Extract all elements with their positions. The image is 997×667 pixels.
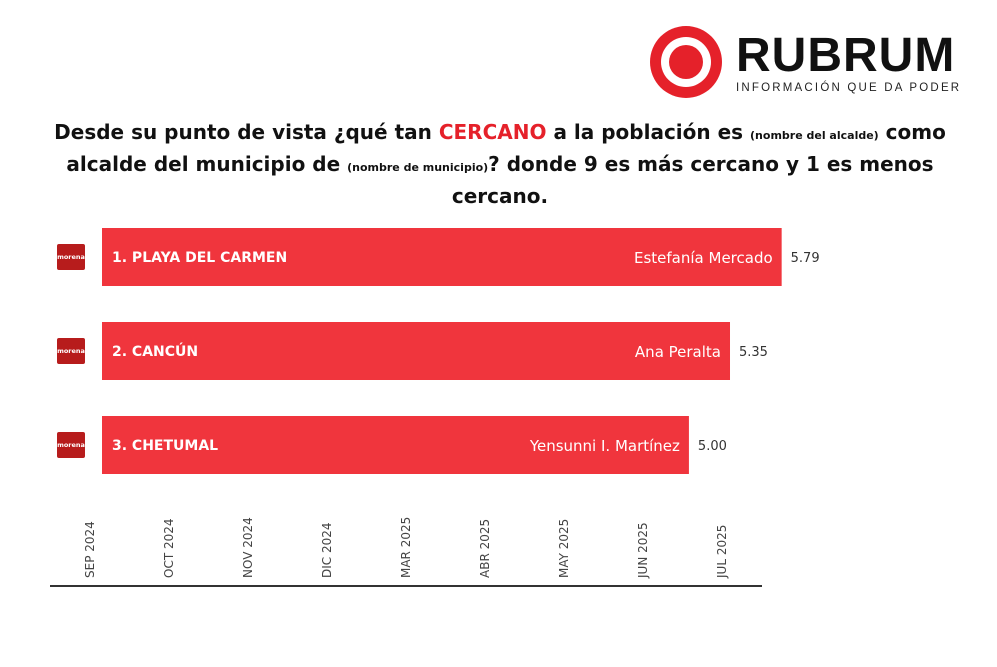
data-label: 5.00 [698,439,727,454]
x-tick-label: ABR 2025 [478,519,492,578]
party-badge-label: morena [57,347,85,355]
bar [102,416,689,474]
bar-name-label: Ana Peralta [635,343,721,361]
party-badge-label: morena [57,253,85,261]
bar-category-label: 1. PLAYA DEL CARMEN [112,250,287,266]
x-tick-label: MAR 2025 [399,517,413,578]
title-small-1: (nombre del alcalde) [750,129,879,142]
data-label: 5.79 [791,251,820,266]
title-part-2: a la población es [546,120,751,144]
x-tick-label: DIC 2024 [320,522,334,578]
brand-name: RUBRUM [736,29,956,82]
bar [102,228,782,286]
party-badge-icon [57,338,85,364]
x-tick-label: MAY 2025 [557,519,571,578]
brand-tagline: INFORMACIÓN QUE DA PODER [736,82,962,94]
party-badge-label: morena [57,441,85,449]
title-part-4: ? donde 9 es más cercano y 1 es menos ce… [451,152,934,208]
party-badge-icon [57,432,85,458]
x-tick-label: NOV 2024 [241,517,255,578]
x-tick-label: JUN 2025 [636,522,650,579]
title-small-2: (nombre de municipio) [347,161,489,174]
bar-category-label: 2. CANCÚN [112,342,198,360]
bar-category-label: 3. CHETUMAL [112,438,218,454]
x-tick-label: JUL 2025 [715,525,729,579]
party-badge-icon [57,244,85,270]
bar-name-label: Yensunni I. Martínez [529,437,680,455]
data-label: 5.35 [739,345,768,360]
x-tick-label: SEP 2024 [83,521,97,578]
bar [102,322,731,380]
x-tick-label: OCT 2024 [162,518,176,578]
rubrum-logo: RUBRUM INFORMACIÓN QUE DA PODER [648,24,968,100]
title-accent: CERCANO [438,120,547,144]
title-part-3: como alcalde del municipio de [66,120,946,176]
bar-name-label: Estefanía Mercado [634,249,773,267]
chart-title: Desde su punto de vista ¿qué tan CERCANO… [20,118,980,210]
target-logo-icon [650,26,722,98]
title-part-1: Desde su punto de vista ¿qué tan [54,120,439,144]
